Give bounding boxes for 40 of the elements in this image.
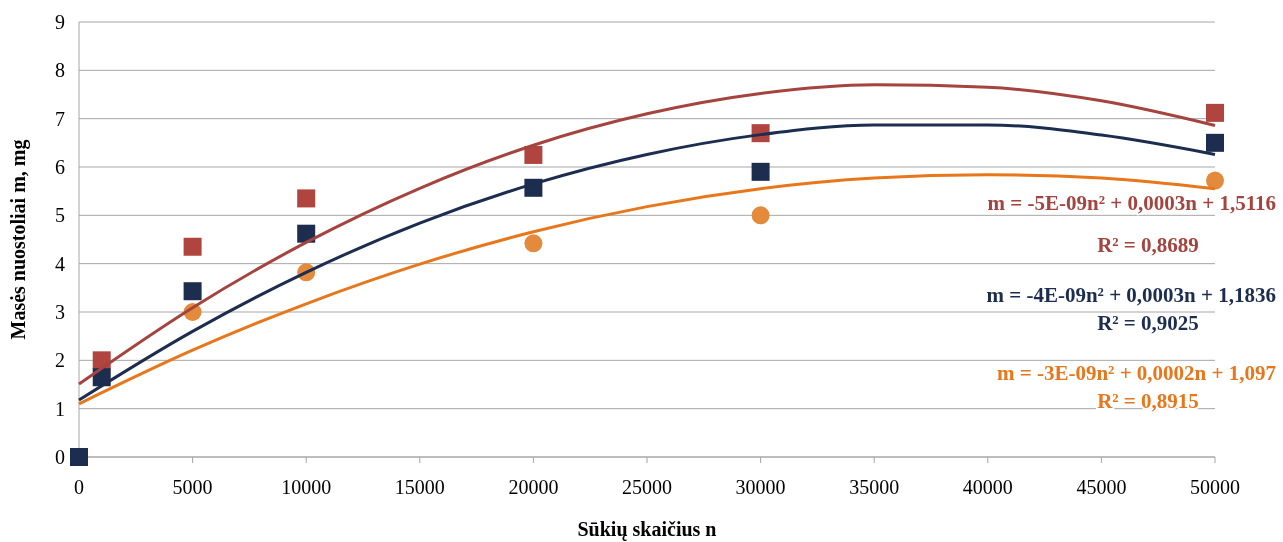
x-tick-label: 50000 [1190, 476, 1240, 498]
x-axis-title: Sūkių skaičius n [577, 518, 717, 541]
y-axis-title: Masės nuostoliai m, mg [7, 139, 30, 340]
point [183, 237, 202, 256]
x-tick-label: 0 [74, 476, 84, 498]
x-tick-label: 35000 [849, 476, 900, 498]
x-tick-label: 40000 [962, 476, 1013, 498]
y-tick-label: 1 [55, 397, 65, 420]
x-tick-label: 20000 [508, 476, 559, 498]
x-tick-label: 10000 [281, 476, 332, 498]
annotation: R² = 0,8915 [1097, 389, 1199, 413]
annotation: m = -5E-09n² + 0,0003n + 1,5116 [987, 191, 1276, 215]
point [524, 145, 543, 164]
x-tick-label: 25000 [622, 476, 672, 498]
point [297, 189, 316, 208]
y-tick-label: 3 [55, 301, 65, 323]
point [1206, 133, 1224, 152]
y-tick-label: 2 [55, 349, 65, 372]
point [524, 234, 543, 253]
y-tick-label: 9 [55, 11, 65, 33]
annotation: m = -3E-09n² + 0,0002n + 1,097 [996, 361, 1276, 385]
point [70, 448, 88, 466]
x-tick-label: 15000 [394, 476, 445, 498]
point [183, 282, 202, 301]
x-tick-label: 45000 [1076, 476, 1127, 498]
y-tick-label: 0 [55, 446, 65, 468]
point [751, 206, 770, 225]
point [751, 162, 770, 181]
annotation: m = -4E-09n² + 0,0003n + 1,1836 [986, 283, 1276, 307]
y-tick-label: 5 [55, 204, 65, 227]
annotation: R² = 0,8689 [1097, 233, 1199, 257]
y-tick-label: 6 [55, 156, 65, 178]
y-tick-label: 7 [55, 107, 65, 130]
point [1206, 171, 1224, 190]
point [1206, 103, 1224, 122]
y-tick-label: 8 [55, 59, 65, 82]
y-tick-label: 4 [55, 252, 65, 275]
annotation: R² = 0,9025 [1097, 311, 1199, 335]
x-tick-label: 30000 [735, 476, 786, 498]
x-tick-label: 5000 [172, 476, 213, 498]
